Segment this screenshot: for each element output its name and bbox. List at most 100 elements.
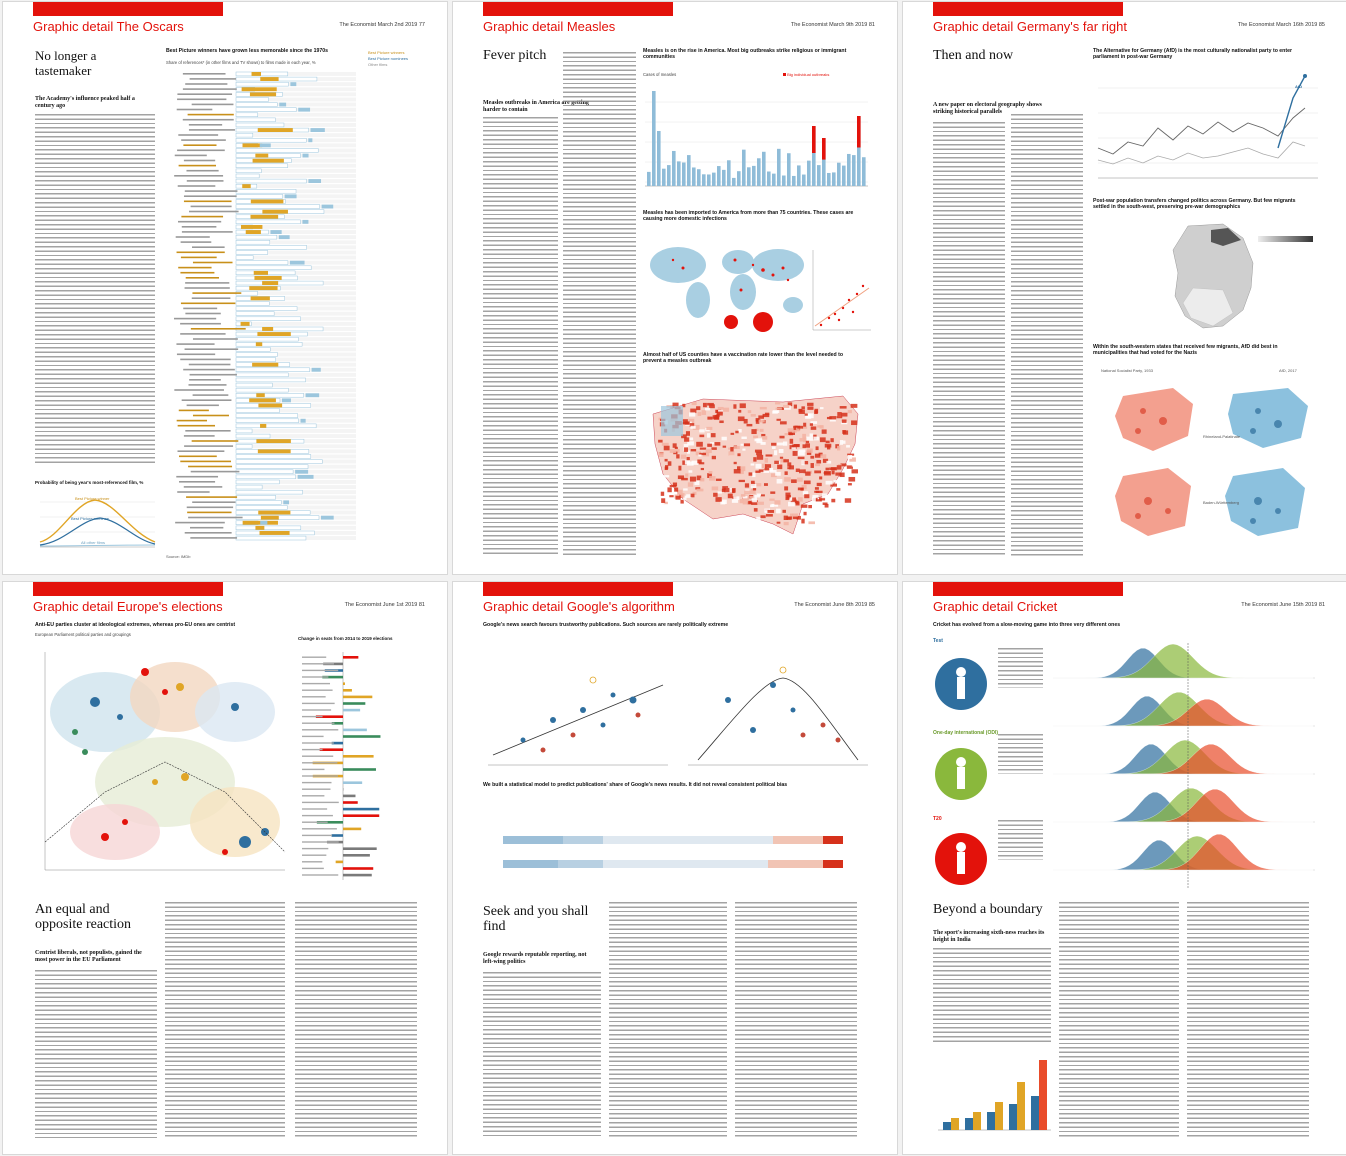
rubric: Centrist liberals, not populists, gained…: [35, 950, 155, 964]
chart2-title: Measles has been imported to America fro…: [643, 210, 858, 222]
section-header: Graphic detail The Oscars: [33, 19, 184, 34]
import-map-chart: [643, 230, 873, 340]
headline: Seek and you shall find: [483, 904, 593, 934]
legend-other: Other films: [368, 62, 387, 67]
small-label-other: All other films: [81, 540, 105, 545]
annotation-t20: [998, 820, 1043, 860]
body-text-col2: [165, 902, 285, 1138]
map-label-bw: Baden-Württemberg: [1203, 500, 1239, 505]
folio: The Economist March 16th 2019 85: [1238, 22, 1325, 28]
folio: The Economist June 8th 2019 85: [794, 602, 875, 608]
legend-nominees: Best Picture nominees: [368, 56, 408, 61]
chart1-legend: Big individual outbreaks: [783, 72, 829, 77]
map-label-nazi: National Socialist Party, 1933: [1101, 368, 1153, 373]
chart-subtitle: Share of references* (in other films and…: [166, 60, 366, 65]
vote-maps: [1093, 376, 1323, 546]
probability-chart: [35, 492, 160, 557]
body-text-col1: [933, 122, 1005, 557]
source-note: Source: IMDb: [166, 554, 190, 559]
side-chart-title: Change in seats from 2014 to 2019 electi…: [298, 636, 418, 642]
section-header: Graphic detail Measles: [483, 19, 615, 34]
measles-bar-chart: [643, 82, 873, 192]
annotation-odi: [998, 734, 1043, 774]
section-header: Graphic detail Cricket: [933, 599, 1057, 614]
page-germany: Graphic detail Germany's far right The E…: [902, 1, 1346, 575]
body-text-col1: [483, 972, 601, 1138]
legend-winners: Best Picture winners: [368, 50, 404, 55]
chart-title: Anti-EU parties cluster at ideological e…: [35, 622, 415, 628]
section-topic: Google's algorithm: [567, 599, 675, 614]
page-google: Graphic detail Google's algorithm The Ec…: [452, 581, 898, 1155]
section-topic: The Oscars: [117, 19, 184, 34]
afd-label: AfD: [1295, 84, 1302, 89]
body-text-col1: [483, 117, 558, 557]
body-text-col1: [933, 948, 1051, 1044]
body-text-col2: [609, 902, 727, 1138]
chart-sub: European Parliament political parties an…: [35, 632, 131, 637]
rubric: The sport's increasing sixth-ness reache…: [933, 930, 1048, 944]
chart3-title: Almost half of US counties have a vaccin…: [643, 352, 853, 364]
chart1-title: The Alternative for Germany (AfD) is the…: [1093, 48, 1308, 60]
prediction-bar-chart: [483, 800, 873, 890]
section-bar: [483, 582, 673, 596]
section-bar: [933, 582, 1123, 596]
section-bar: [33, 2, 223, 16]
rubric: Google rewards reputable reporting, not …: [483, 952, 593, 966]
chart3-title: Within the south-western states that rec…: [1093, 344, 1308, 356]
map-label-rp: Rhineland-Palatinate: [1203, 434, 1240, 439]
page-cricket: Graphic detail Cricket The Economist Jun…: [902, 581, 1346, 1155]
nationalism-line-chart: [1093, 68, 1323, 186]
section-bar: [933, 2, 1123, 16]
chart1-sub: Cases of measles: [643, 72, 676, 77]
chart2-title: We built a statistical model to predict …: [483, 782, 863, 788]
chart1-title: Measles is on the rise in America. Most …: [643, 48, 853, 60]
body-text-col3: [295, 902, 417, 1138]
chart2-title: Post-war population transfers changed po…: [1093, 198, 1308, 210]
chart1-title: Google's news search favours trustworthy…: [483, 622, 863, 628]
headline: Then and now: [933, 48, 1083, 63]
vaccination-map: [643, 374, 873, 544]
body-text-col2: [563, 52, 636, 557]
section-header: Graphic detail Europe's elections: [33, 599, 223, 614]
seat-change-chart: [298, 652, 418, 882]
folio: The Economist March 2nd 2019 77: [339, 22, 425, 28]
rubric: The Academy's influence peaked half a ce…: [35, 96, 145, 110]
folio: The Economist June 1st 2019 81: [345, 602, 425, 608]
body-text: [35, 114, 155, 464]
oscar-bar-chart: [166, 70, 428, 550]
ideology-cluster-chart: [35, 642, 290, 882]
headline: Beyond a boundary: [933, 902, 1063, 917]
folio: The Economist June 15th 2019 81: [1241, 602, 1325, 608]
migration-map: [1093, 218, 1323, 333]
section-topic: Germany's far right: [1017, 19, 1127, 34]
section-header: Graphic detail Google's algorithm: [483, 599, 675, 614]
small-label-nominee: Best Picture nominee: [71, 516, 109, 521]
trust-scatter-chart: [483, 640, 873, 775]
map-label-afd: AfD, 2017: [1279, 368, 1297, 373]
batsmen-illustrations: [933, 644, 993, 894]
page-europe: Graphic detail Europe's elections The Ec…: [2, 581, 448, 1155]
chart-title: Cricket has evolved from a slow-moving g…: [933, 622, 1313, 628]
page-measles: Graphic detail Measles The Economist Mar…: [452, 1, 898, 575]
folio: The Economist March 9th 2019 81: [791, 22, 875, 28]
cricket-bar-chart: [933, 1052, 1053, 1138]
body-text-col2: [1011, 114, 1083, 557]
section-header: Graphic detail Germany's far right: [933, 19, 1127, 34]
headline: No longer a tastemaker: [35, 48, 155, 78]
annotation-test: [998, 648, 1043, 688]
section-bar: [483, 2, 673, 16]
section-bar: [33, 582, 223, 596]
body-text-col3: [735, 902, 857, 1138]
ridgeline-chart: [1053, 638, 1323, 898]
small-chart-title: Probability of being year's most-referen…: [35, 480, 155, 486]
body-text-col3: [1187, 902, 1309, 1138]
headline: An equal and opposite reaction: [35, 902, 155, 932]
body-text-col2: [1059, 902, 1179, 1138]
page-oscars: Graphic detail The Oscars The Economist …: [2, 1, 448, 575]
body-text-col1: [35, 970, 157, 1138]
small-label-winner: Best Picture winner: [75, 496, 109, 501]
section-topic: Measles: [567, 19, 615, 34]
section-topic: Europe's elections: [117, 599, 223, 614]
section-topic: Cricket: [1017, 599, 1057, 614]
